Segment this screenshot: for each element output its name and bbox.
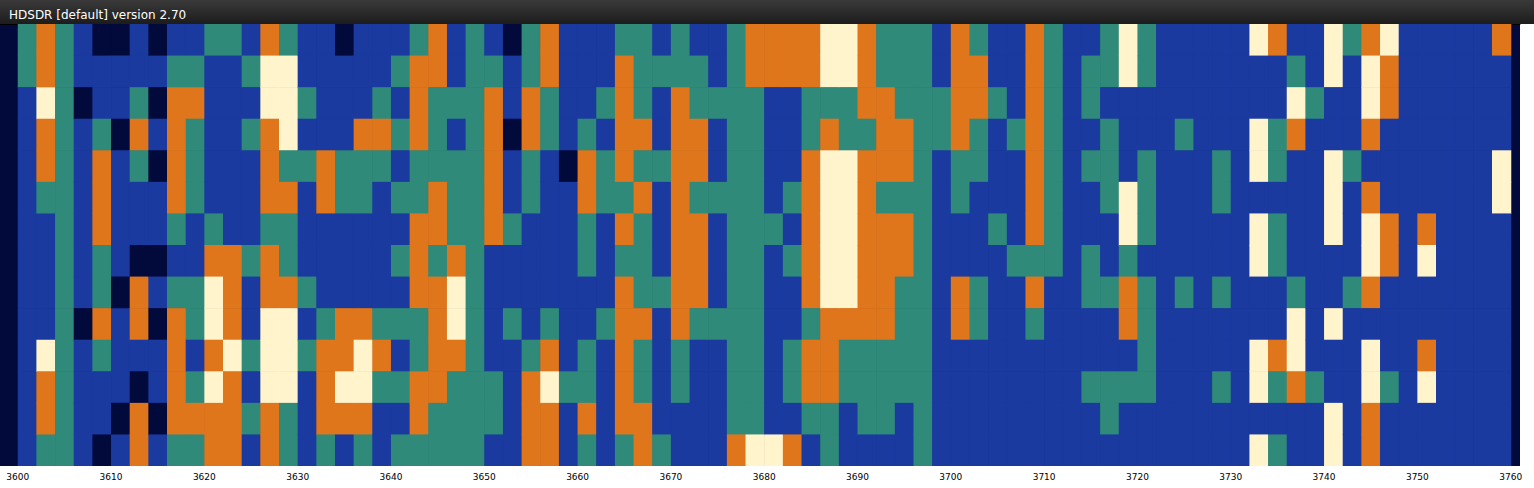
svg-text:3750: 3750: [1406, 472, 1429, 482]
svg-text:3640: 3640: [380, 472, 403, 482]
svg-text:3690: 3690: [846, 472, 869, 482]
svg-text:3730: 3730: [1219, 472, 1242, 482]
svg-text:3680: 3680: [753, 472, 776, 482]
svg-text:3660: 3660: [566, 472, 589, 482]
svg-text:3620: 3620: [193, 472, 216, 482]
svg-text:3700: 3700: [939, 472, 962, 482]
svg-text:3600: 3600: [6, 472, 29, 482]
svg-text:3710: 3710: [1033, 472, 1056, 482]
svg-text:3630: 3630: [286, 472, 309, 482]
svg-text:3740: 3740: [1313, 472, 1336, 482]
svg-text:3610: 3610: [100, 472, 123, 482]
svg-text:HDSDR [default] version 2.70: HDSDR [default] version 2.70: [9, 8, 186, 22]
svg-text:3760: 3760: [1499, 472, 1522, 482]
svg-text:3720: 3720: [1126, 472, 1149, 482]
svg-text:3670: 3670: [659, 472, 682, 482]
svg-text:3650: 3650: [473, 472, 496, 482]
